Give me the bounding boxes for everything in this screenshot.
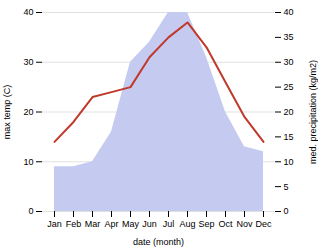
svg-text:40: 40 <box>23 7 33 17</box>
svg-text:15: 15 <box>284 132 294 142</box>
svg-text:Sep: Sep <box>198 219 214 229</box>
svg-text:20: 20 <box>284 107 294 117</box>
svg-text:Jan: Jan <box>47 219 62 229</box>
svg-text:Apr: Apr <box>104 219 118 229</box>
svg-text:0: 0 <box>284 206 289 216</box>
svg-text:25: 25 <box>284 82 294 92</box>
svg-text:Nov: Nov <box>236 219 253 229</box>
svg-text:max temp (C): max temp (C) <box>2 85 12 140</box>
svg-text:May: May <box>122 219 140 229</box>
svg-text:20: 20 <box>23 107 33 117</box>
svg-text:Jul: Jul <box>163 219 175 229</box>
svg-text:5: 5 <box>284 182 289 192</box>
svg-text:Jun: Jun <box>142 219 157 229</box>
svg-text:30: 30 <box>284 57 294 67</box>
svg-text:date (month): date (month) <box>133 237 184 247</box>
svg-text:0: 0 <box>28 206 33 216</box>
svg-text:10: 10 <box>284 157 294 167</box>
svg-text:med. precipitation (kg/m2): med. precipitation (kg/m2) <box>308 60 318 164</box>
svg-text:Oct: Oct <box>218 219 233 229</box>
svg-text:30: 30 <box>23 57 33 67</box>
svg-text:Dec: Dec <box>255 219 272 229</box>
svg-text:35: 35 <box>284 32 294 42</box>
svg-text:Feb: Feb <box>66 219 82 229</box>
svg-text:40: 40 <box>284 7 294 17</box>
svg-text:Aug: Aug <box>179 219 195 229</box>
svg-text:Mar: Mar <box>85 219 101 229</box>
svg-text:10: 10 <box>23 157 33 167</box>
